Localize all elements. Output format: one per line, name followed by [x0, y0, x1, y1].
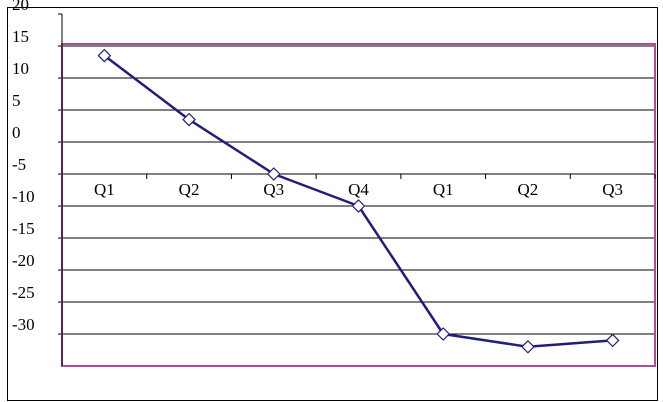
y-tick-label: 20 — [12, 0, 29, 14]
data-point-marker — [97, 48, 112, 63]
data-point-marker — [605, 333, 620, 348]
y-tick-label: 10 — [12, 59, 29, 78]
y-tick-label: 15 — [12, 27, 29, 46]
y-tick-label: -25 — [12, 283, 35, 302]
x-tick-label: Q1 — [433, 180, 454, 199]
data-point-marker — [521, 339, 535, 354]
y-tick-label: -30 — [12, 315, 35, 334]
x-tick-label: Q2 — [179, 180, 200, 199]
data-point-marker — [182, 112, 196, 127]
x-tick-label: Q3 — [263, 180, 284, 199]
data-point-marker — [436, 327, 451, 341]
chart-outer-border — [7, 7, 658, 401]
y-tick-label: 0 — [12, 123, 21, 142]
data-point-marker — [351, 199, 366, 213]
x-tick-label: Q3 — [602, 180, 623, 199]
y-tick-label: -20 — [12, 251, 35, 270]
x-tick-label: Q4 — [348, 180, 369, 199]
y-tick-label: -15 — [12, 219, 35, 238]
y-tick-label: 5 — [12, 91, 21, 110]
x-tick-label: Q1 — [94, 180, 115, 199]
x-tick-label: Q2 — [518, 180, 539, 199]
y-tick-label: -10 — [12, 187, 35, 206]
data-point-marker — [266, 167, 281, 181]
y-tick-label: -5 — [12, 155, 26, 174]
